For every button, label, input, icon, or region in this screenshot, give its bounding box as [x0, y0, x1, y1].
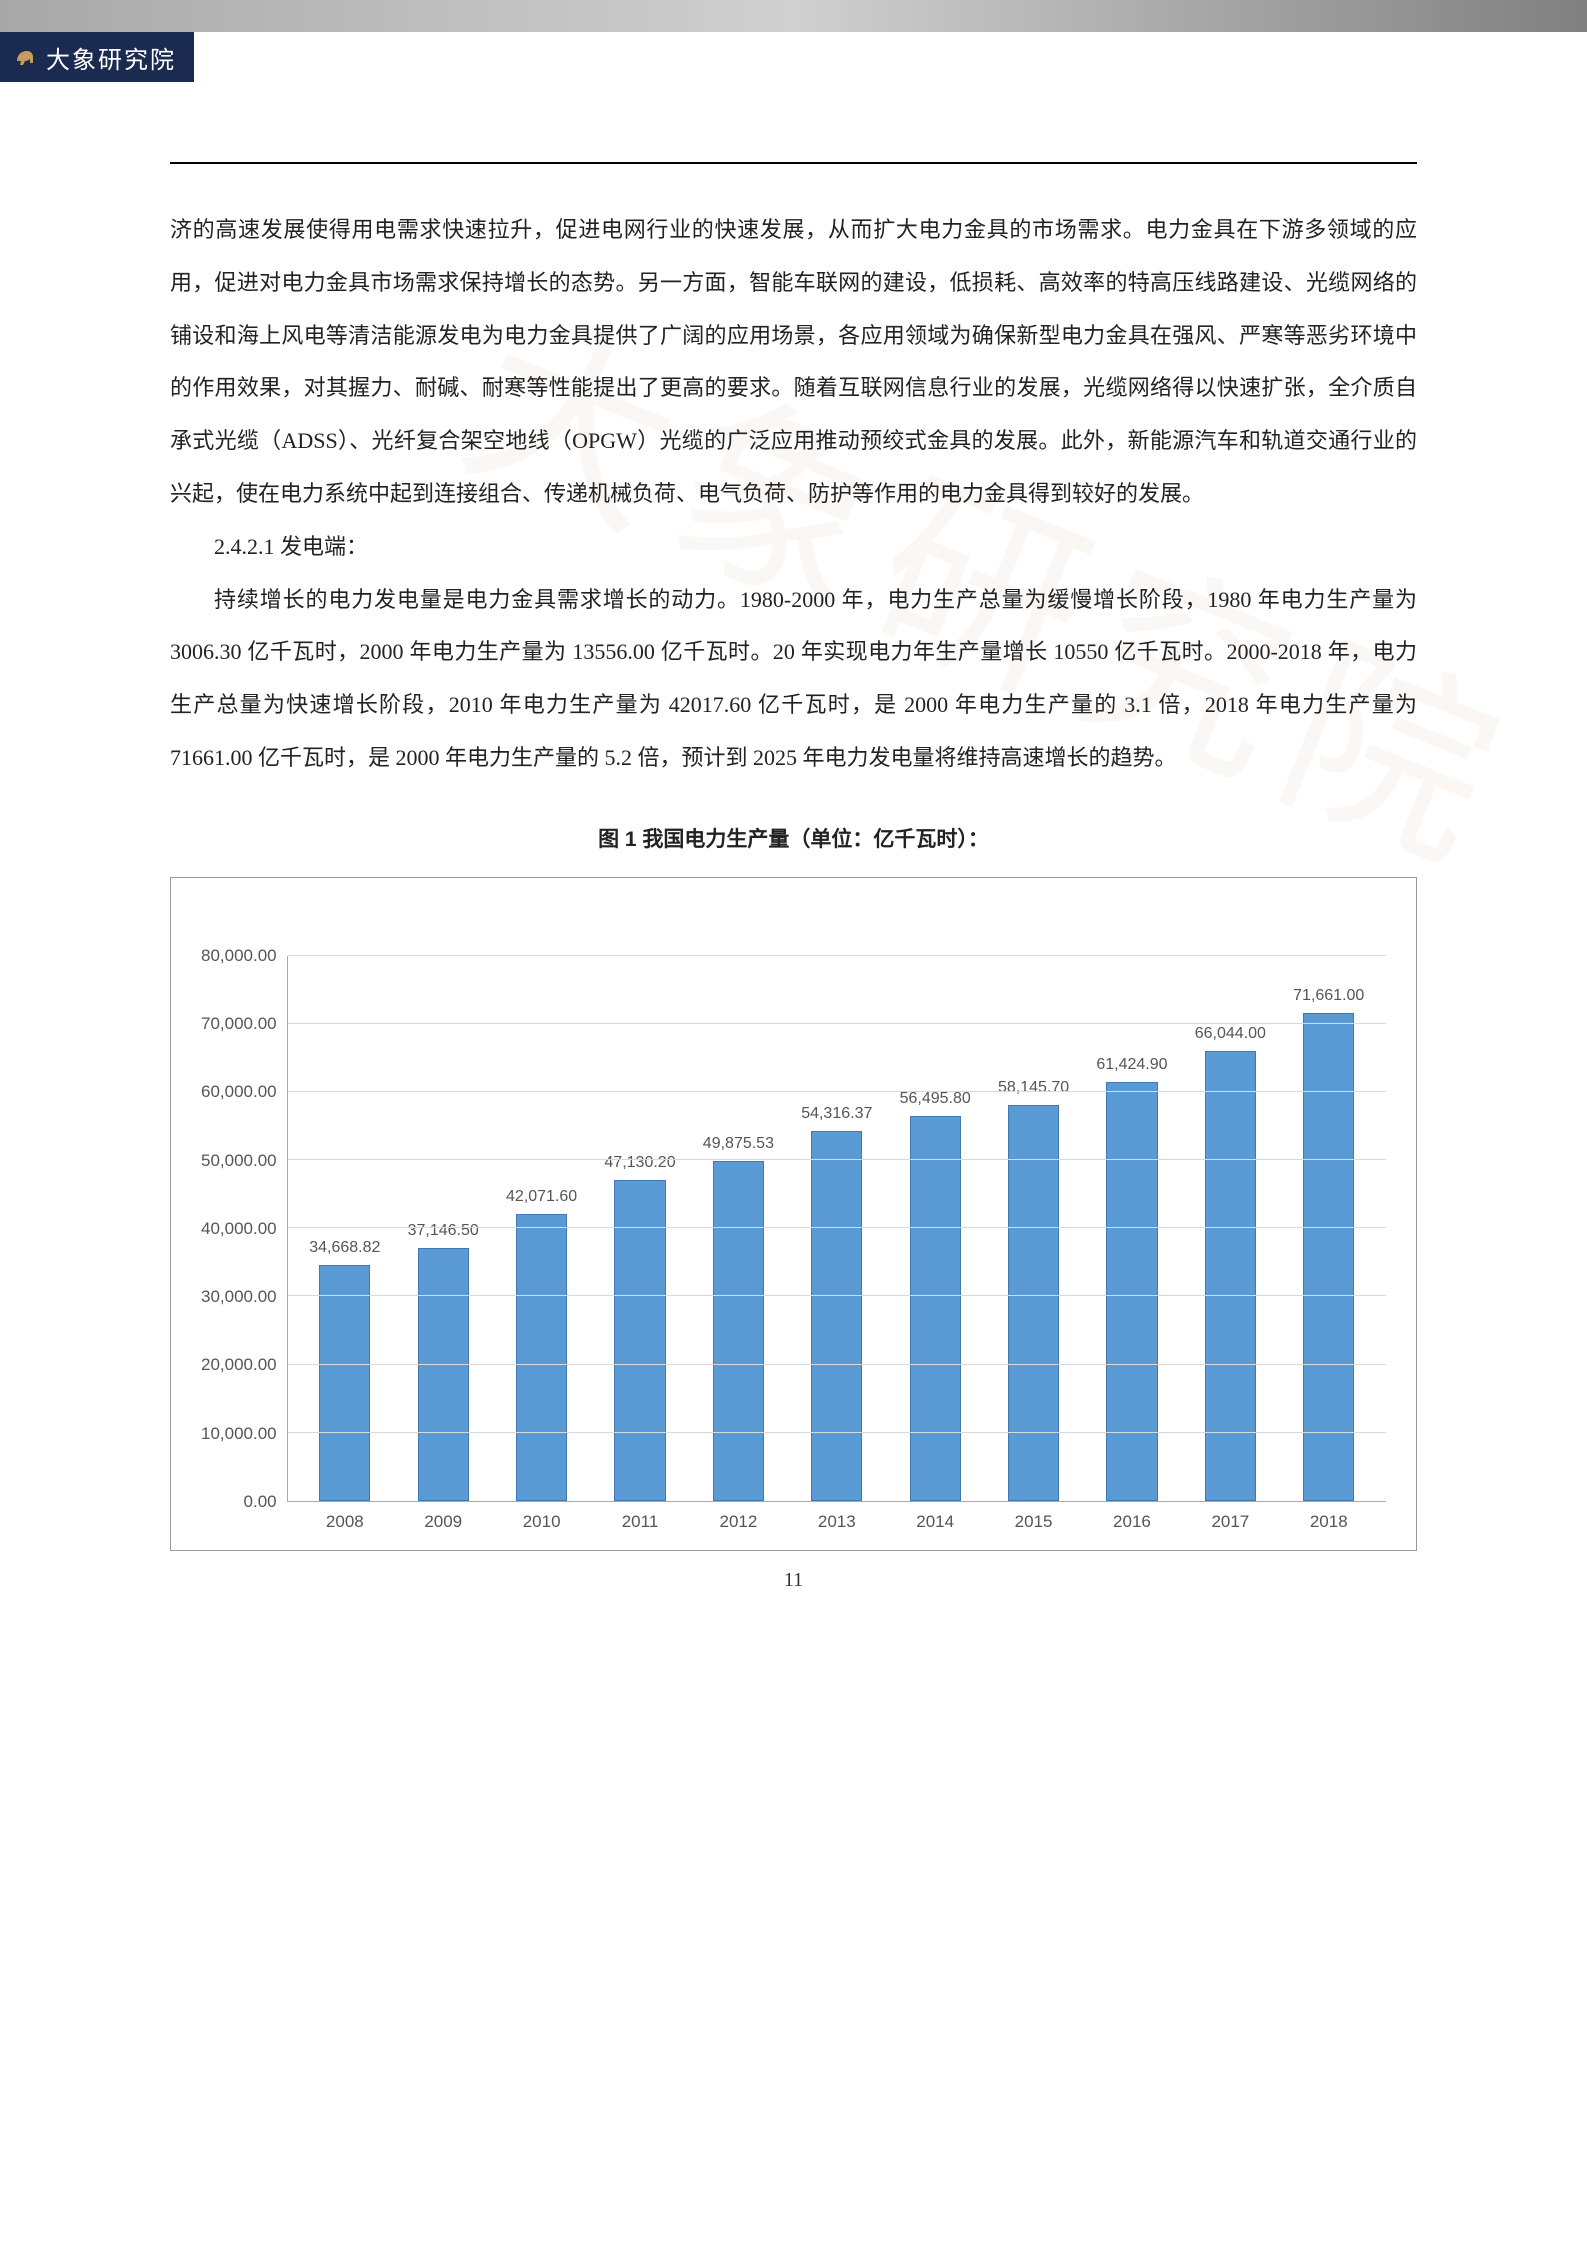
bar-chart-container: 80,000.0070,000.0060,000.0050,000.0040,0…	[170, 877, 1417, 1551]
elephant-logo-icon	[12, 44, 38, 70]
chart-x-tick: 2014	[886, 1512, 984, 1532]
chart-bar	[1303, 1013, 1354, 1501]
content-top-divider	[170, 162, 1417, 164]
chart-bar-slot: 34,668.82	[296, 956, 394, 1501]
paragraph-2: 持续增长的电力发电量是电力金具需求增长的动力。1980-2000 年，电力生产总…	[170, 574, 1417, 785]
top-gradient-strip	[0, 0, 1587, 32]
figure-title: 图 1 我国电力生产量（单位：亿千瓦时）：	[170, 823, 1417, 853]
chart-gridline	[288, 1023, 1386, 1024]
body-text-block: 济的高速发展使得用电需求快速拉升，促进电网行业的快速发展，从而扩大电力金具的市场…	[170, 204, 1417, 785]
chart-bar-value-label: 71,661.00	[1293, 987, 1364, 1005]
chart-bar-slot: 49,875.53	[689, 956, 787, 1501]
chart-bar-slot: 56,495.80	[886, 956, 984, 1501]
chart-plot-area: 34,668.82 37,146.50 42,071.60 47,130.20 49,8…	[287, 956, 1386, 1502]
chart-bar-value-label: 61,424.90	[1096, 1056, 1167, 1074]
chart-x-axis: 2008200920102011201220132014201520162017…	[201, 1502, 1386, 1532]
chart-x-tick: 2009	[394, 1512, 492, 1532]
section-heading: 2.4.2.1 发电端：	[170, 521, 1417, 574]
chart-x-tick: 2015	[984, 1512, 1082, 1532]
chart-bar-slot: 37,146.50	[394, 956, 492, 1501]
header-spacer	[194, 32, 1587, 82]
chart-bar-value-label: 56,495.80	[900, 1090, 971, 1108]
chart-gridline	[288, 1091, 1386, 1092]
chart-bar-value-label: 37,146.50	[408, 1222, 479, 1240]
chart-bar-value-label: 47,130.20	[604, 1154, 675, 1172]
chart-bar-slot: 47,130.20	[591, 956, 689, 1501]
chart-gridline	[288, 1295, 1386, 1296]
chart-y-axis: 80,000.0070,000.0060,000.0050,000.0040,0…	[201, 902, 287, 1502]
chart-bar	[418, 1248, 469, 1501]
chart-x-tick: 2016	[1083, 1512, 1181, 1532]
chart-bar	[1008, 1105, 1059, 1501]
chart-bar-value-label: 54,316.37	[801, 1105, 872, 1123]
chart-bar-slot: 58,145.70	[984, 956, 1082, 1501]
chart-bar-slot: 42,071.60	[492, 956, 590, 1501]
chart-gridline	[288, 1227, 1386, 1228]
chart-x-tick: 2008	[296, 1512, 394, 1532]
chart-x-tick: 2010	[492, 1512, 590, 1532]
header-bar: 大象研究院	[0, 32, 1587, 82]
chart-bar	[713, 1161, 764, 1501]
chart-gridline	[288, 955, 1386, 956]
header-logo-block: 大象研究院	[0, 32, 194, 82]
chart-x-tick: 2013	[788, 1512, 886, 1532]
chart-bar-slot: 71,661.00	[1280, 956, 1378, 1501]
chart-bar	[516, 1214, 567, 1501]
chart-x-tick: 2012	[689, 1512, 787, 1532]
chart-bar-value-label: 34,668.82	[309, 1239, 380, 1257]
chart-bar-value-label: 42,071.60	[506, 1188, 577, 1206]
chart-gridline	[288, 1432, 1386, 1433]
page-number: 11	[170, 1569, 1417, 1592]
chart-bar-slot: 54,316.37	[788, 956, 886, 1501]
chart-x-tick: 2018	[1280, 1512, 1378, 1532]
chart-x-labels: 2008200920102011201220132014201520162017…	[288, 1512, 1386, 1532]
chart-bar-value-label: 58,145.70	[998, 1079, 1069, 1097]
chart-bar-value-label: 66,044.00	[1195, 1025, 1266, 1043]
chart-bar	[1106, 1082, 1157, 1500]
chart-bar	[910, 1116, 961, 1501]
chart-bars-group: 34,668.82 37,146.50 42,071.60 47,130.20 49,8…	[288, 956, 1386, 1501]
chart-bar-value-label: 49,875.53	[703, 1135, 774, 1153]
chart-x-tick: 2017	[1181, 1512, 1279, 1532]
chart-bar	[1205, 1051, 1256, 1501]
chart-bar-slot: 61,424.90	[1083, 956, 1181, 1501]
chart-gridline	[288, 1364, 1386, 1365]
chart-gridline	[288, 1159, 1386, 1160]
chart-bar-slot: 66,044.00	[1181, 956, 1279, 1501]
chart-bar	[811, 1131, 862, 1501]
org-name: 大象研究院	[46, 40, 176, 75]
paragraph-1: 济的高速发展使得用电需求快速拉升，促进电网行业的快速发展，从而扩大电力金具的市场…	[170, 204, 1417, 521]
chart-x-tick: 2011	[591, 1512, 689, 1532]
chart-bar	[319, 1265, 370, 1501]
